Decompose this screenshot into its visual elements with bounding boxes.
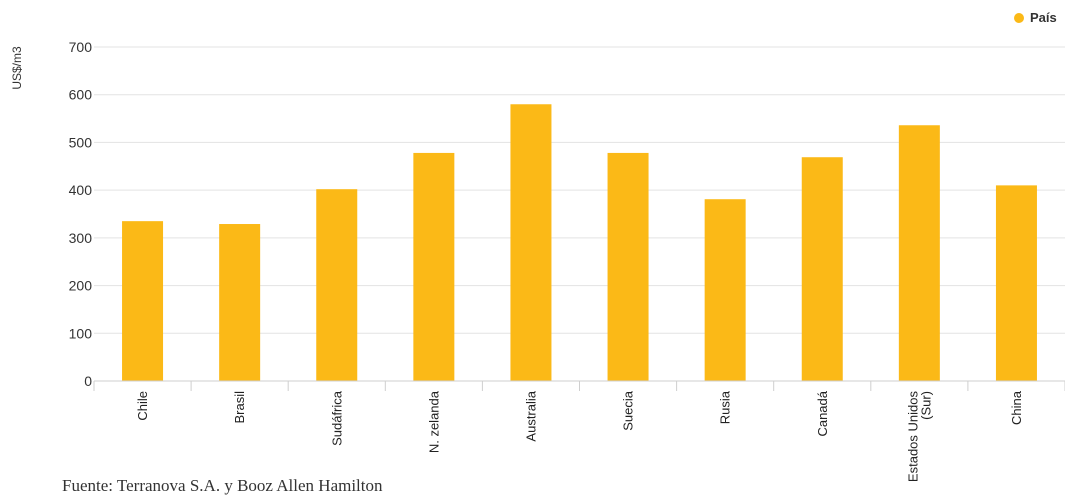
bar[interactable] — [413, 152, 455, 381]
y-tick-label: 0 — [84, 373, 92, 389]
y-tick-label: 400 — [69, 182, 93, 198]
bar[interactable] — [995, 185, 1037, 381]
x-axis: Chile Brasil Sudáfrica N. zelanda Australia S… — [93, 380, 1065, 483]
x-tick-label-line: Sudáfrica — [329, 390, 344, 446]
y-tick-label: 100 — [69, 325, 93, 341]
legend-label: País — [1030, 10, 1057, 25]
x-tick-label: Australia — [523, 390, 538, 441]
x-tick-label-line: Chile — [135, 391, 150, 421]
x-tick-label: Canadá — [815, 390, 830, 436]
legend-marker — [1014, 13, 1024, 23]
x-tick-label-line: (Sur) — [918, 391, 933, 420]
y-tick-label: 700 — [69, 39, 93, 55]
x-tick-label-line: Canadá — [815, 390, 830, 436]
x-tick-label-line: Rusia — [718, 390, 733, 424]
y-tick-label: 300 — [69, 230, 93, 246]
bars — [122, 104, 1037, 381]
y-tick-label: 600 — [69, 87, 93, 103]
x-tick-label: Rusia — [718, 390, 733, 424]
x-tick-label: Suecia — [621, 390, 636, 431]
bar[interactable] — [801, 157, 843, 381]
y-axis: 0 100 200 300 400 500 600 700 — [69, 39, 93, 389]
source-note: Fuente: Terranova S.A. y Booz Allen Hami… — [62, 476, 383, 495]
bar[interactable] — [122, 221, 164, 381]
x-tick-label: Estados Unidos(Sur) — [905, 391, 933, 483]
bar[interactable] — [219, 224, 261, 381]
x-tick-label-line: Estados Unidos — [905, 391, 920, 483]
y-axis-label: US$/m3 — [10, 46, 24, 90]
x-tick-label-line: Australia — [523, 390, 538, 441]
y-tick-label: 200 — [69, 278, 93, 294]
x-tick-label-line: Suecia — [621, 390, 636, 431]
x-tick-label: N. zelanda — [426, 390, 441, 453]
x-tick-label-line: China — [1009, 390, 1024, 425]
bar[interactable] — [704, 199, 746, 381]
x-tick-label: China — [1009, 390, 1024, 425]
legend[interactable]: País — [1014, 10, 1057, 25]
bar[interactable] — [316, 189, 358, 381]
x-tick-label: Brasil — [232, 391, 247, 424]
x-tick-label: Chile — [135, 391, 150, 421]
bar[interactable] — [898, 125, 940, 381]
x-tick-label-line: N. zelanda — [426, 390, 441, 453]
bar[interactable] — [510, 104, 552, 381]
y-tick-label: 500 — [69, 134, 93, 150]
bar[interactable] — [607, 152, 649, 381]
x-tick-label: Sudáfrica — [329, 390, 344, 446]
x-tick-label-line: Brasil — [232, 391, 247, 424]
